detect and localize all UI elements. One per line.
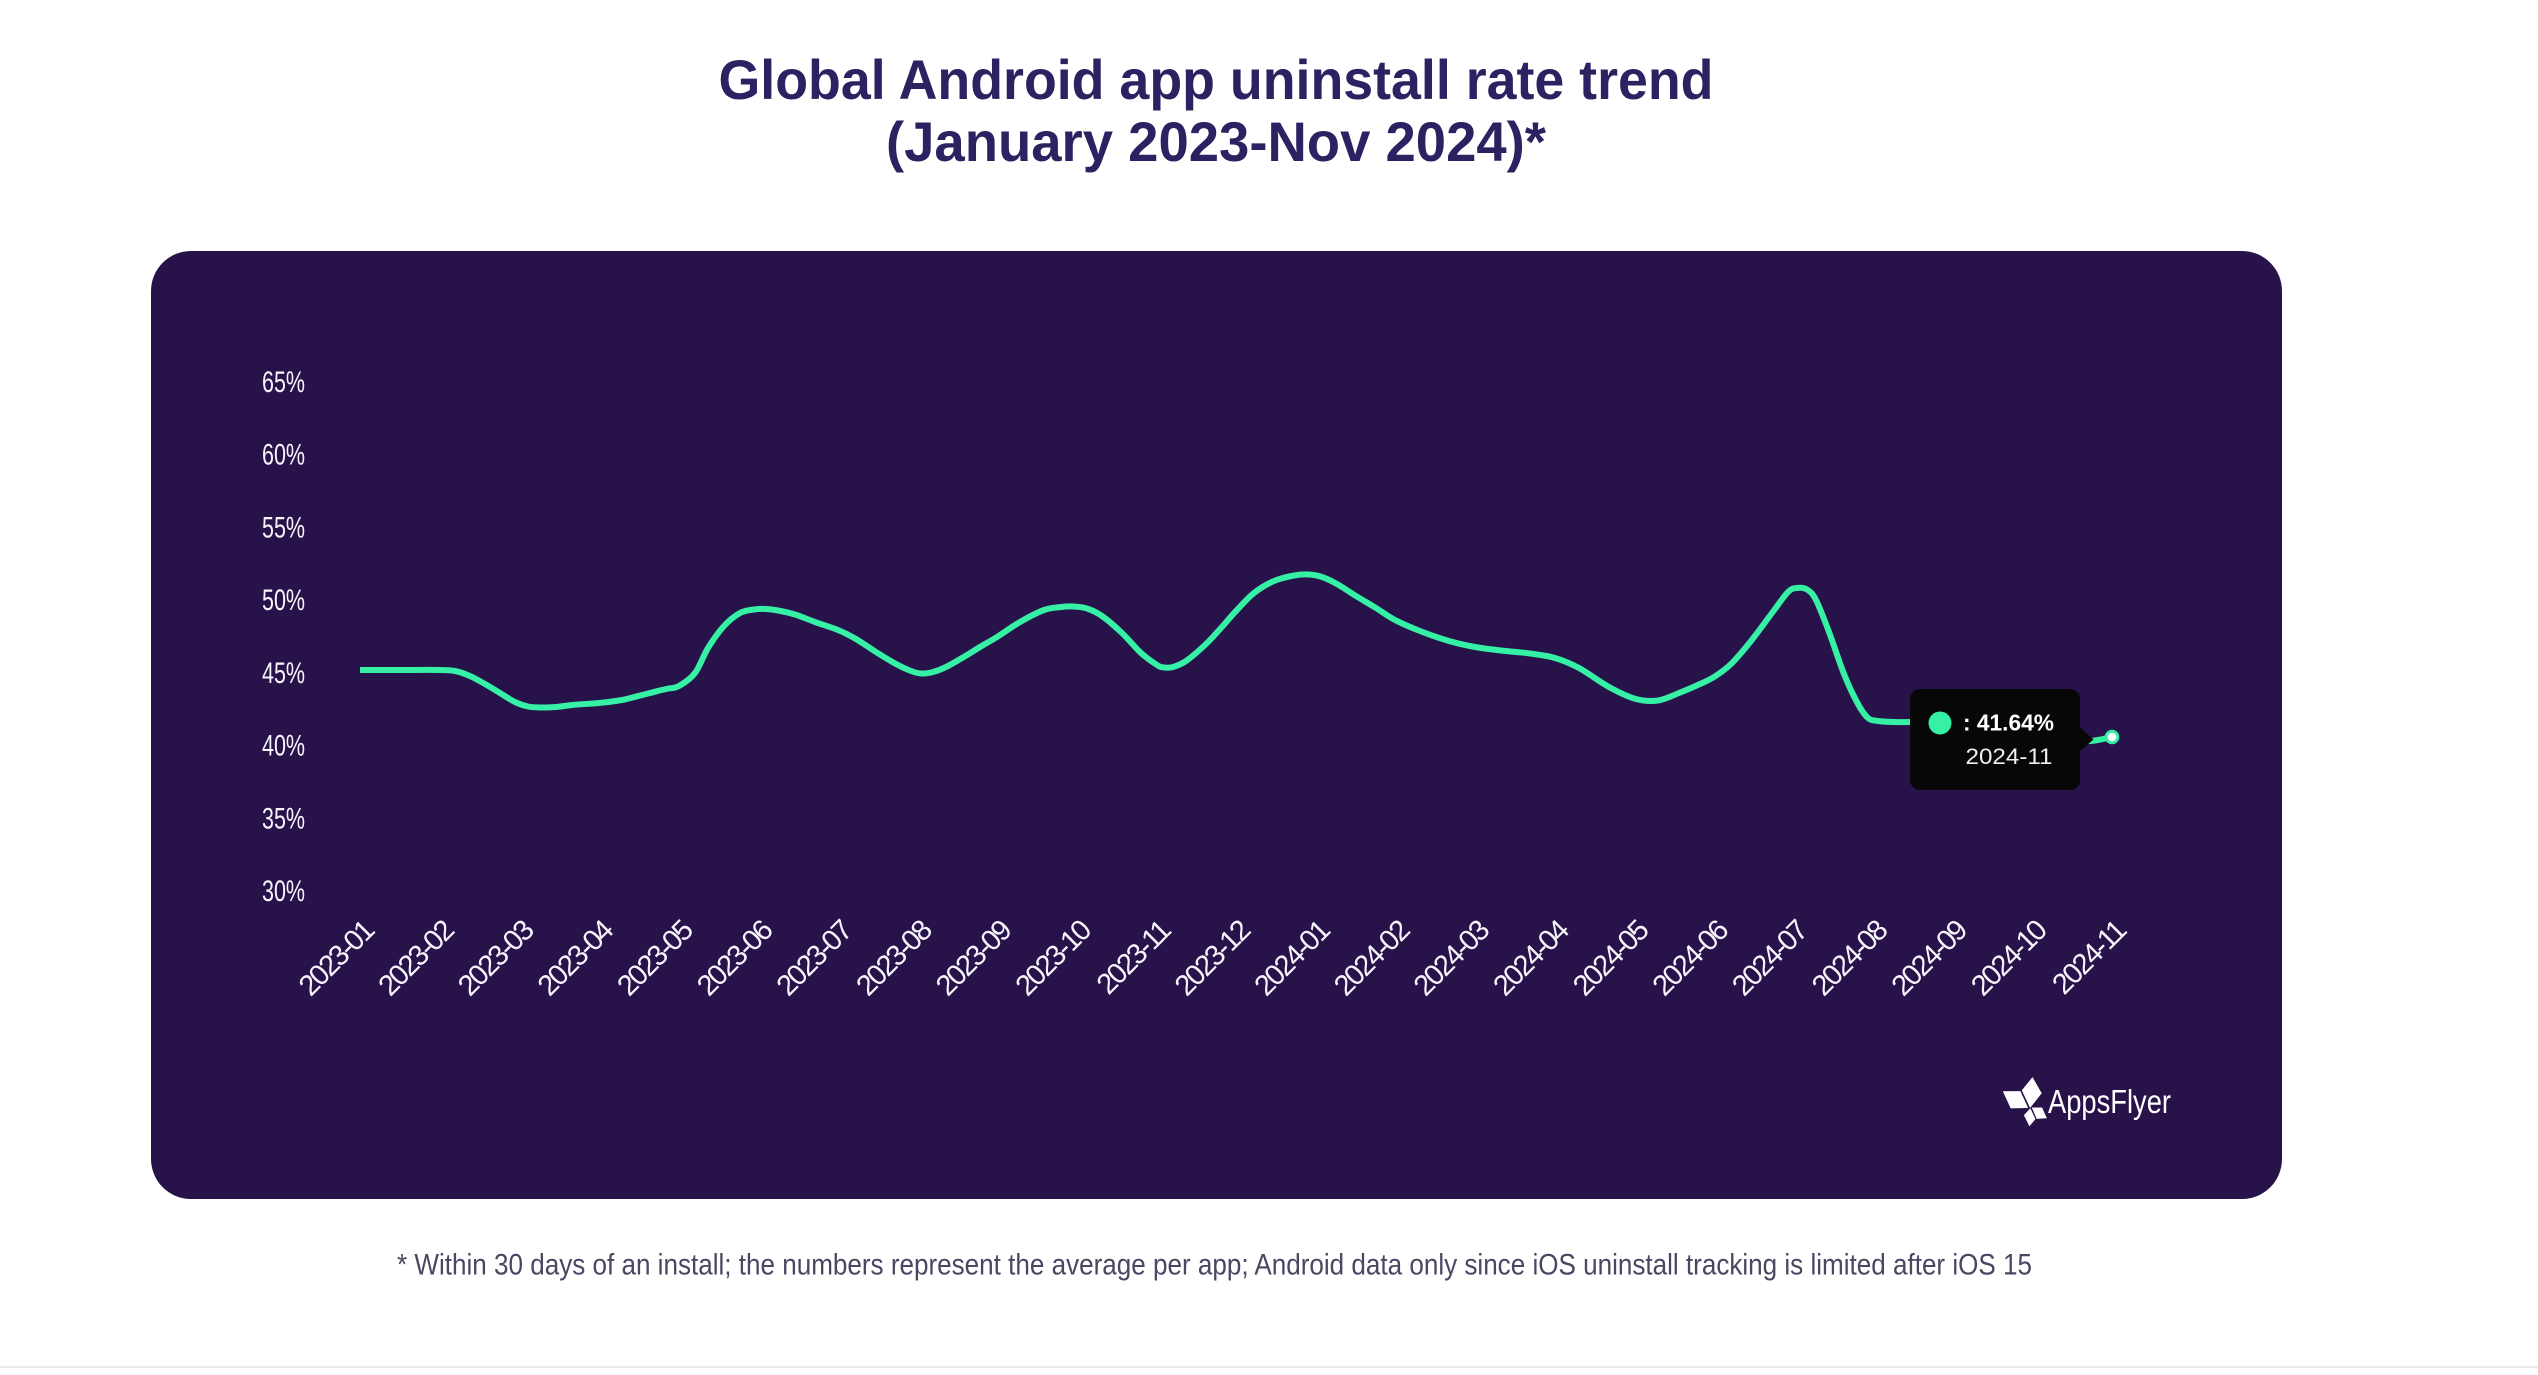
- svg-text:Global Android app uninstall r: Global Android app uninstall rate trend: [719, 48, 1714, 111]
- svg-text:60%: 60%: [262, 439, 305, 472]
- svg-text:2024-11: 2024-11: [1966, 744, 2053, 769]
- svg-text:30%: 30%: [262, 875, 305, 908]
- svg-text:: 41.64%: : 41.64%: [1963, 710, 2054, 736]
- svg-text:(January 2023-Nov 2024)*: (January 2023-Nov 2024)*: [886, 110, 1546, 173]
- svg-text:50%: 50%: [262, 584, 305, 617]
- svg-text:* Within 30 days of an install: * Within 30 days of an install; the numb…: [397, 1249, 2032, 1282]
- svg-text:55%: 55%: [262, 511, 305, 544]
- svg-text:AppsFlyer: AppsFlyer: [2048, 1083, 2171, 1120]
- svg-text:65%: 65%: [262, 366, 305, 399]
- svg-text:40%: 40%: [262, 730, 305, 763]
- svg-text:45%: 45%: [262, 657, 305, 690]
- svg-text:35%: 35%: [262, 802, 305, 835]
